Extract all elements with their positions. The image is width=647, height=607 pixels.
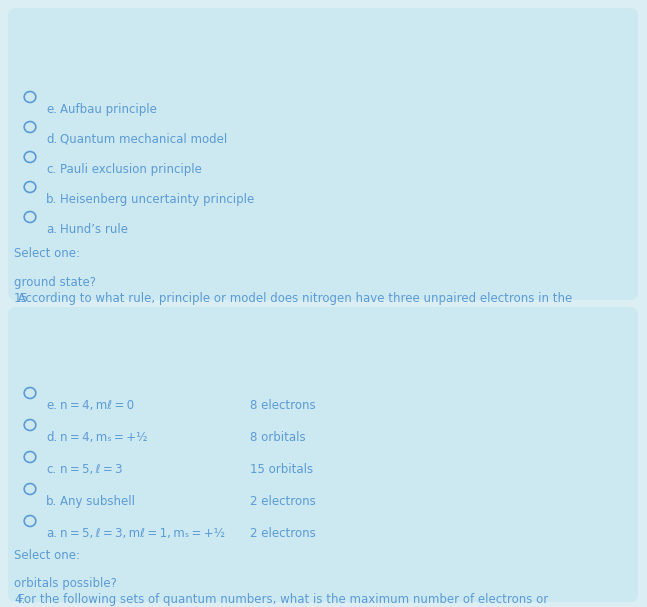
Text: Pauli exclusion principle: Pauli exclusion principle (60, 163, 202, 176)
Text: 15 orbitals: 15 orbitals (250, 463, 313, 476)
Text: b.: b. (46, 193, 57, 206)
Text: Hund’s rule: Hund’s rule (60, 223, 128, 236)
Text: n = 4, mℓ = 0: n = 4, mℓ = 0 (60, 399, 134, 412)
Text: 8 electrons: 8 electrons (250, 399, 316, 412)
Text: Aufbau principle: Aufbau principle (60, 103, 157, 116)
Text: n = 5, ℓ = 3, mℓ = 1, mₛ = +½: n = 5, ℓ = 3, mℓ = 1, mₛ = +½ (60, 527, 225, 540)
Text: a.: a. (46, 527, 57, 540)
Text: 15.: 15. (14, 292, 32, 305)
Text: 4.: 4. (14, 593, 25, 606)
Text: e.: e. (46, 399, 57, 412)
Text: 8 orbitals: 8 orbitals (250, 431, 305, 444)
Text: d.: d. (46, 431, 57, 444)
Text: Any subshell: Any subshell (60, 495, 135, 508)
Text: c.: c. (46, 163, 56, 176)
Text: ground state?: ground state? (14, 276, 96, 289)
Text: orbitals possible?: orbitals possible? (14, 577, 117, 590)
Text: For the following sets of quantum numbers, what is the maximum number of electro: For the following sets of quantum number… (14, 593, 548, 606)
Text: Heisenberg uncertainty principle: Heisenberg uncertainty principle (60, 193, 254, 206)
Text: e.: e. (46, 103, 57, 116)
Text: n = 5, ℓ = 3: n = 5, ℓ = 3 (60, 463, 122, 476)
Text: 2 electrons: 2 electrons (250, 495, 316, 508)
Text: n = 4, mₛ = +½: n = 4, mₛ = +½ (60, 431, 148, 444)
Text: a.: a. (46, 223, 57, 236)
Text: Select one:: Select one: (14, 247, 80, 260)
Text: Quantum mechanical model: Quantum mechanical model (60, 133, 227, 146)
Text: According to what rule, principle or model does nitrogen have three unpaired ele: According to what rule, principle or mod… (14, 292, 572, 305)
Text: d.: d. (46, 133, 57, 146)
Text: c.: c. (46, 463, 56, 476)
FancyBboxPatch shape (8, 307, 638, 602)
Text: 2 electrons: 2 electrons (250, 527, 316, 540)
Text: Select one:: Select one: (14, 549, 80, 562)
FancyBboxPatch shape (8, 8, 638, 300)
Text: b.: b. (46, 495, 57, 508)
